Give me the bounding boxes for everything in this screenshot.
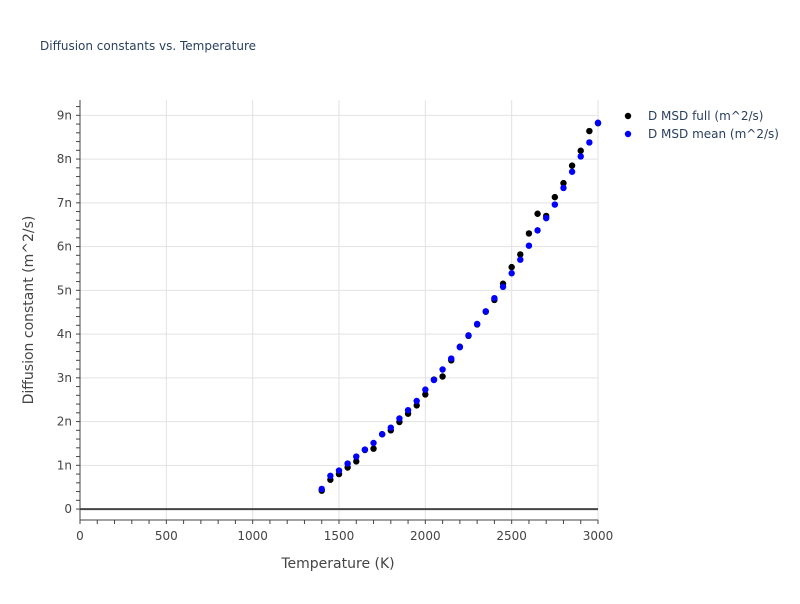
- y-tick-label: 2n: [57, 415, 72, 429]
- grid: [80, 100, 599, 520]
- legend-marker[interactable]: [624, 130, 632, 138]
- data-point-series-2: [525, 242, 533, 249]
- data-point-series-2: [473, 320, 481, 328]
- x-tick-label: 3000: [583, 529, 614, 543]
- data-point-series-2: [378, 431, 386, 438]
- data-point-series-2: [560, 184, 567, 192]
- data-point-series-2: [327, 472, 334, 480]
- data-point-series-2: [353, 453, 360, 460]
- data-point-series-2: [370, 439, 377, 447]
- legend[interactable]: D MSD full (m^2/s) D MSD mean (m^2/s): [624, 109, 779, 141]
- data-point-series-2: [396, 415, 403, 422]
- data-point-series-1: [508, 263, 515, 271]
- x-tick-label: 2500: [496, 529, 527, 543]
- data-point-series-2: [404, 406, 412, 414]
- data-point-series-2: [413, 397, 420, 405]
- data-point-series-2: [439, 366, 446, 373]
- data-point-series-1: [370, 445, 377, 452]
- legend-marker[interactable]: [624, 112, 632, 120]
- data-points: [318, 119, 602, 494]
- data-point-series-2: [508, 270, 515, 277]
- data-point-series-1: [586, 127, 593, 135]
- y-axis-title: Diffusion constant (m^2/s): [21, 216, 37, 405]
- data-point-series-1: [551, 193, 559, 201]
- data-point-series-1: [568, 162, 576, 169]
- data-point-series-2: [594, 119, 602, 126]
- y-tick-label: 8n: [57, 152, 72, 166]
- legend-label[interactable]: D MSD full (m^2/s): [648, 109, 763, 123]
- data-point-series-1: [439, 373, 446, 380]
- x-tick-label: 1000: [237, 529, 268, 543]
- data-point-series-2: [482, 308, 489, 315]
- legend-label[interactable]: D MSD mean (m^2/s): [648, 127, 779, 141]
- data-point-series-2: [318, 485, 325, 493]
- data-point-series-1: [525, 230, 533, 237]
- y-tick-label: 9n: [57, 108, 72, 122]
- data-point-series-2: [534, 227, 541, 234]
- data-point-series-1: [517, 251, 524, 258]
- data-point-series-2: [448, 355, 455, 362]
- data-point-series-2: [456, 343, 464, 351]
- data-point-series-2: [361, 446, 369, 453]
- data-point-series-2: [465, 332, 472, 339]
- data-point-series-1: [560, 179, 567, 187]
- y-tick-label: 5n: [57, 283, 72, 297]
- x-axis-title: Temperature (K): [280, 556, 394, 572]
- x-tick-label: 2000: [410, 529, 441, 543]
- data-point-series-2: [577, 153, 584, 160]
- y-tick-label: 1n: [57, 458, 72, 472]
- data-point-series-2: [517, 256, 524, 263]
- data-point-series-2: [430, 376, 438, 384]
- y-tick-label: 3n: [57, 371, 72, 385]
- x-tick-label: 500: [155, 529, 178, 543]
- y-tick-label: 6n: [57, 240, 72, 254]
- data-point-series-2: [586, 139, 593, 146]
- axes: 0 500 1000 1500 2000 2500 3000 0 1n 2n 3n 4n 5n 6n 7n 8…: [57, 100, 614, 543]
- data-point-series-2: [344, 460, 351, 467]
- y-tick-label: 7n: [57, 196, 72, 210]
- data-point-series-1: [353, 458, 360, 465]
- data-point-series-2: [543, 214, 550, 222]
- data-point-series-2: [387, 424, 394, 431]
- data-point-series-1: [413, 402, 420, 409]
- data-point-series-1: [422, 391, 429, 398]
- data-point-series-2: [422, 386, 429, 393]
- data-point-series-2: [491, 294, 498, 302]
- x-tick-label: 0: [76, 529, 84, 543]
- data-point-series-2: [335, 467, 343, 474]
- data-point-series-2: [568, 168, 576, 175]
- data-point-series-2: [499, 283, 507, 291]
- y-tick-label: 0: [64, 502, 72, 516]
- chart-title: Diffusion constants vs. Temperature: [40, 39, 256, 53]
- data-point-series-1: [577, 147, 584, 154]
- x-tick-label: 1500: [324, 529, 355, 543]
- y-tick-label: 4n: [57, 327, 72, 341]
- data-point-series-1: [534, 210, 541, 217]
- data-point-series-2: [551, 201, 559, 208]
